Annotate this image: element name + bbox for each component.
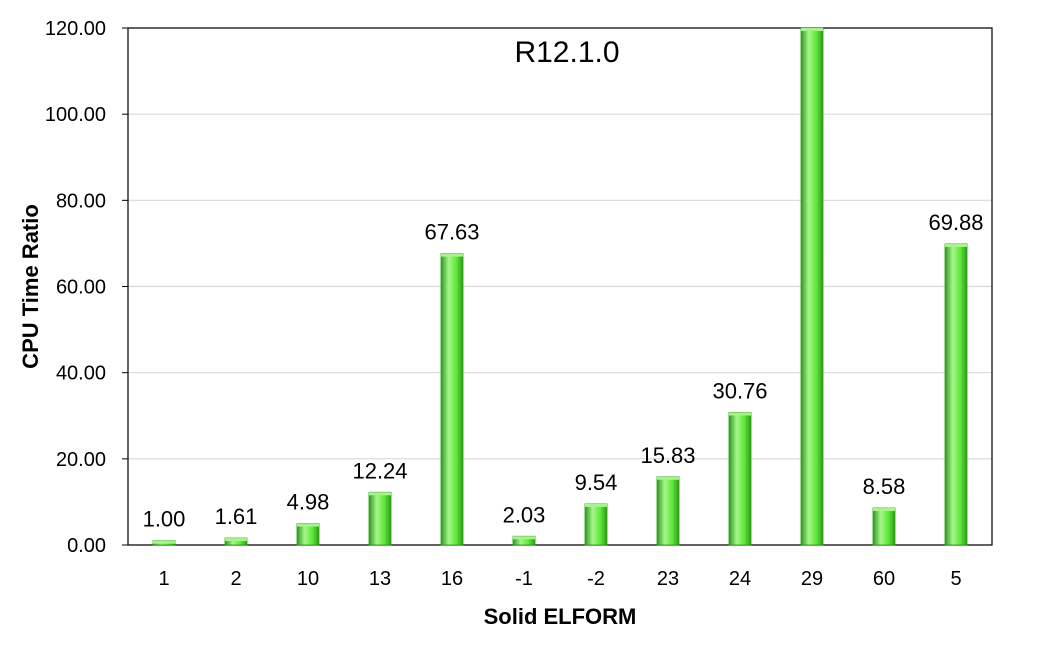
x-axis-title: Solid ELFORM — [484, 604, 637, 629]
bars-group — [152, 27, 968, 546]
bar-cap — [729, 412, 751, 416]
bar-body — [800, 27, 824, 546]
x-tick-label: 13 — [369, 568, 391, 590]
bar-cap — [873, 508, 895, 512]
bar — [296, 523, 320, 546]
bar-body — [656, 476, 680, 546]
data-label: 15.83 — [640, 443, 695, 468]
data-label: 9.54 — [575, 470, 618, 495]
bar-body — [728, 412, 752, 546]
bar-body — [872, 507, 896, 546]
data-label: 12.24 — [352, 458, 407, 483]
y-tick-label: 80.00 — [56, 190, 106, 212]
x-tick-label: 10 — [297, 568, 319, 590]
y-tick-label: 120.00 — [45, 18, 106, 40]
bar-cap — [585, 503, 607, 507]
x-tick-label: 16 — [441, 568, 463, 590]
y-tick-label: 20.00 — [56, 449, 106, 471]
bar-body — [296, 523, 320, 546]
bar — [224, 537, 248, 546]
data-label: 1.00 — [143, 507, 186, 532]
plot-area — [127, 27, 993, 546]
bar-cap — [297, 523, 319, 527]
x-tick-label: 2 — [230, 568, 241, 590]
bar-body — [944, 243, 968, 546]
bar-cap — [945, 243, 967, 247]
chart-title: R12.1.0 — [514, 36, 619, 69]
bar — [872, 507, 896, 546]
data-labels: 1.00 1.61 4.98 12.24 67.63 2.03 9.54 15.83 30.76… — [143, 210, 984, 532]
bar — [728, 412, 752, 546]
bar-cap — [513, 536, 535, 540]
bar — [584, 503, 608, 546]
bar-cap — [369, 492, 391, 496]
bar-body — [440, 253, 464, 546]
x-tick-label: 1 — [158, 568, 169, 590]
gridlines — [122, 27, 992, 546]
bar — [656, 476, 680, 546]
bar-body — [368, 491, 392, 546]
x-tick-label: 24 — [729, 568, 751, 590]
x-tick-labels: 1 2 10 13 16 -1 -2 23 24 29 60 5 — [158, 568, 961, 590]
bar — [152, 540, 176, 546]
data-label: 2.03 — [503, 502, 546, 527]
bar-cap — [801, 28, 823, 31]
data-label: 4.98 — [287, 490, 330, 515]
bar — [512, 535, 536, 546]
bar — [368, 491, 392, 546]
bar-cap — [225, 538, 247, 542]
data-label: 1.61 — [215, 504, 258, 529]
bar — [440, 253, 464, 546]
bar-cap — [153, 540, 175, 544]
y-tick-labels: 0.00 20.00 40.00 60.00 80.00 100.00 120.00 — [45, 18, 106, 557]
y-tick-label: 0.00 — [67, 535, 106, 557]
x-tick-label: 5 — [950, 568, 961, 590]
y-axis-title: CPU Time Ratio — [18, 204, 43, 369]
data-label: 30.76 — [712, 378, 767, 403]
x-tick-label: 60 — [873, 568, 895, 590]
data-label: 8.58 — [863, 474, 906, 499]
data-label: 67.63 — [424, 220, 479, 245]
y-tick-label: 100.00 — [45, 104, 106, 126]
bar-cap — [441, 253, 463, 257]
x-tick-label: -2 — [587, 568, 605, 590]
bar-body — [584, 503, 608, 546]
x-tick-label: -1 — [515, 568, 533, 590]
data-label: 69.88 — [928, 210, 983, 235]
bar-cap — [657, 476, 679, 480]
x-tick-label: 23 — [657, 568, 679, 590]
y-tick-label: 40.00 — [56, 363, 106, 385]
y-tick-label: 60.00 — [56, 277, 106, 299]
bar — [944, 243, 968, 546]
x-tick-label: 29 — [801, 568, 823, 590]
bar — [800, 27, 824, 546]
